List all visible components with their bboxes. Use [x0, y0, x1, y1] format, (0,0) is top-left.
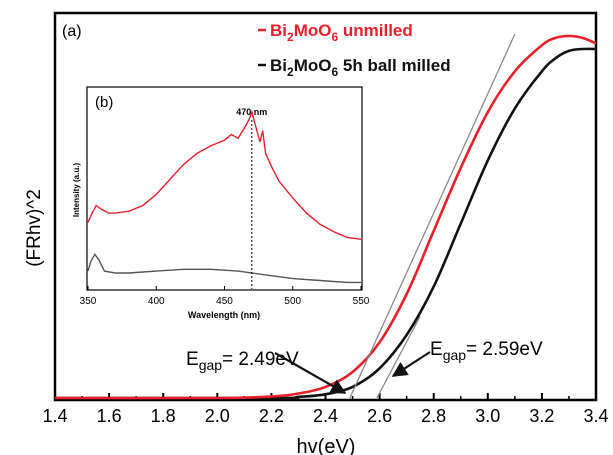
egap-label-unmilled: Egap= 2.49eV	[186, 349, 299, 373]
egap-arrow	[391, 351, 431, 377]
inset-plot-frame	[86, 86, 363, 291]
main-series	[54, 34, 597, 400]
panel-label-a: (a)	[62, 23, 82, 40]
x-tick-label: 2.4	[313, 406, 338, 426]
inset-x-tick-label: 450	[216, 296, 233, 307]
inset-x-tick-label: 550	[353, 296, 370, 307]
panel-label-b: (b)	[95, 94, 113, 111]
gap-annotations: Egap= 2.49eV Egap= 2.59eV	[186, 339, 543, 394]
series-line-unmilled	[54, 34, 597, 400]
x-tick-label: 2.8	[421, 406, 446, 426]
inset-line-milled	[87, 252, 361, 284]
tangent-milled	[376, 316, 421, 399]
x-tick-label: 2.0	[205, 406, 230, 426]
x-tick-label: 3.0	[475, 406, 500, 426]
x-tick-label: 2.2	[259, 406, 284, 426]
x-tick-label: 1.8	[151, 406, 176, 426]
inset-line-unmilled	[87, 109, 362, 240]
tangent-unmilled	[349, 33, 516, 399]
inset-y-axis-label: Intensity (a.u.)	[72, 163, 81, 218]
legend-label-milled: Bi2MoO6 5h ball milled	[270, 56, 451, 79]
inset-x-tick-label: 350	[80, 296, 97, 307]
series-line-milled	[54, 47, 597, 400]
inset-x-tick-label: 500	[284, 296, 301, 307]
inset-x-tick-label: 400	[148, 296, 165, 307]
y-axis-label: (FRhv)^2	[24, 189, 45, 267]
marker-470-label: 470 nm	[236, 107, 267, 117]
legend: Bi2MoO6 unmilled Bi2MoO6 5h ball milled	[258, 21, 451, 79]
inset-x-axis-label: Wavelength (nm)	[188, 310, 260, 320]
egap-arrow	[274, 352, 347, 394]
main-chart: 1.4 1.6 1.8 2.0 2.2 2.4 2.6 2.8 3.0 3.2 3.4 Egap= …	[24, 11, 609, 455]
legend-label-unmilled: Bi2MoO6 unmilled	[270, 21, 413, 44]
x-tick-label: 1.4	[42, 406, 67, 426]
x-tick-label: 1.6	[97, 406, 122, 426]
inset-x-axis: 350 400 450 500 550	[80, 286, 370, 307]
egap-label-milled: Egap= 2.59eV	[430, 339, 543, 363]
tangent-lines	[349, 33, 516, 399]
inset-chart: 350 400 450 500 550 470 nm (b) Wavelength (n…	[72, 86, 370, 320]
x-tick-label: 3.2	[529, 406, 554, 426]
x-tick-label: 2.6	[367, 406, 392, 426]
inset-series	[87, 109, 362, 284]
x-axis-label: hv(eV)	[297, 436, 356, 455]
x-tick-label: 3.4	[583, 406, 608, 426]
inset-marker-line: 470 nm	[236, 107, 267, 289]
